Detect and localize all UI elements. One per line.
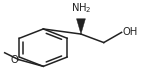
Text: OH: OH xyxy=(123,27,138,37)
Polygon shape xyxy=(77,19,85,34)
Text: NH$_2$: NH$_2$ xyxy=(71,1,91,15)
Text: O: O xyxy=(10,55,18,65)
